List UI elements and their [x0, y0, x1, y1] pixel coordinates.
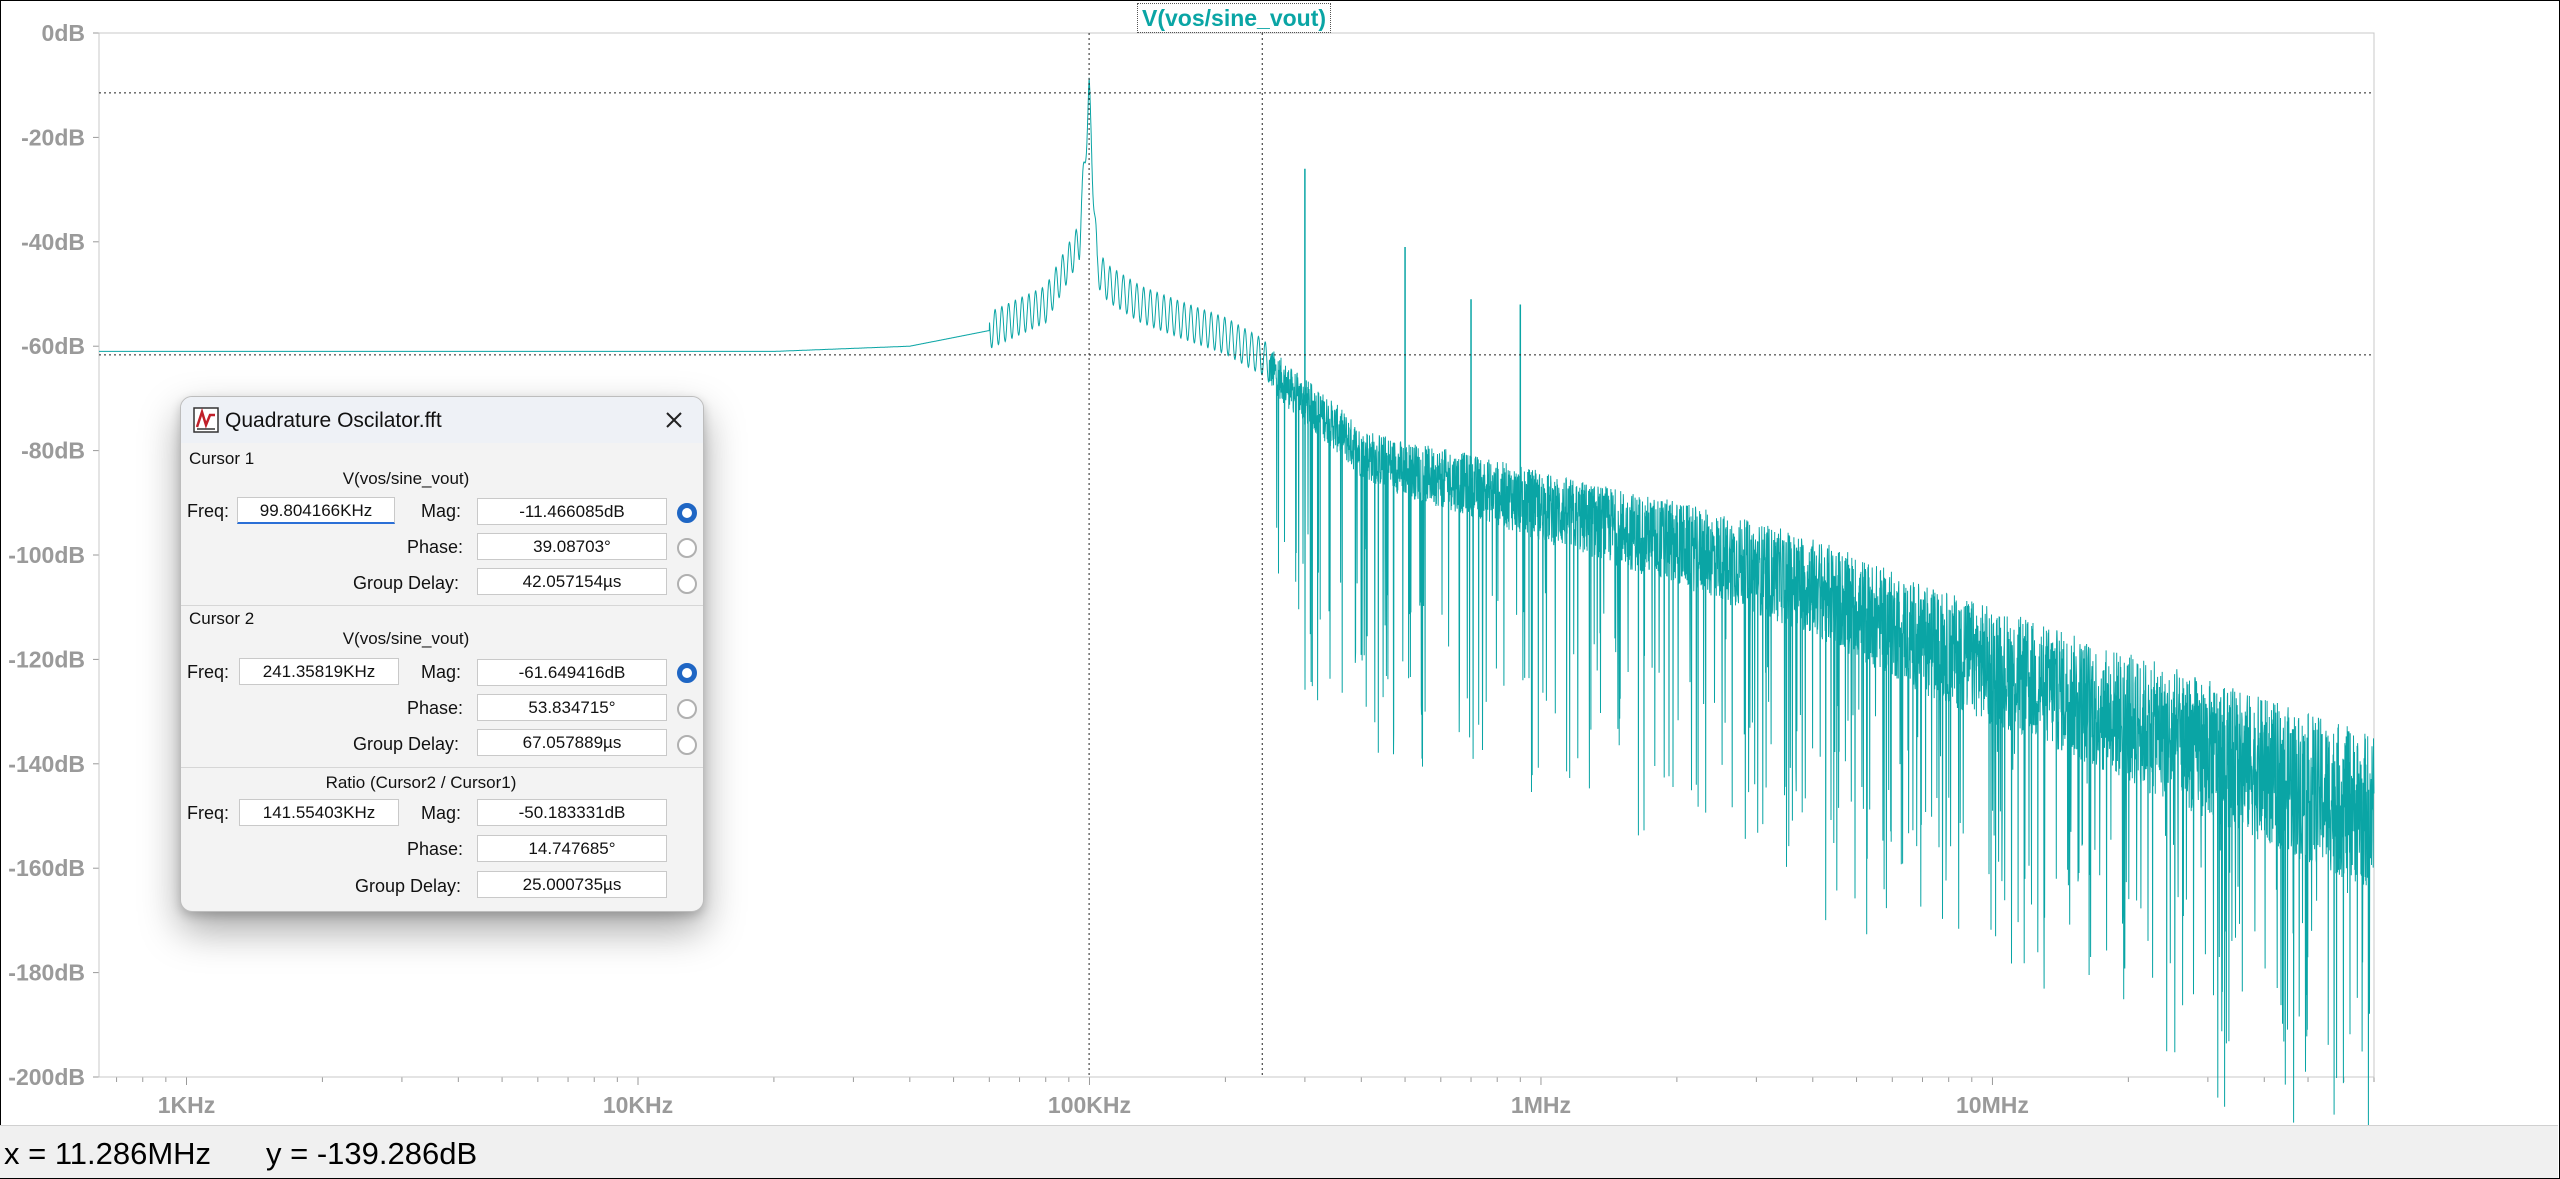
section-divider	[181, 767, 703, 768]
cursor2-mag-field[interactable]: -61.649416dB	[477, 659, 667, 686]
cursor2-phase-field[interactable]: 53.834715°	[477, 694, 667, 721]
cursor2-mag-radio[interactable]	[677, 663, 697, 683]
y-tick-label: -140dB	[8, 751, 85, 777]
trace-series	[99, 77, 2375, 1125]
cursor1-freq-field[interactable]: 99.804166KHz	[237, 497, 395, 524]
cursor1-mag-field[interactable]: -11.466085dB	[477, 498, 667, 525]
status-y-readout: y = -139.286dB	[266, 1136, 478, 1171]
x-axis: 1KHz 10KHz 100KHz 1MHz 10MHz	[116, 1077, 2375, 1118]
x-tick-label: 1MHz	[1511, 1092, 1571, 1118]
y-tick-label: -80dB	[21, 438, 85, 464]
trace-line	[99, 77, 2375, 1125]
ratio-group-delay-label: Group Delay:	[355, 876, 462, 896]
y-tick-label: -120dB	[8, 646, 85, 672]
close-icon[interactable]	[655, 401, 693, 439]
y-tick-label: -200dB	[8, 1064, 85, 1090]
ltspice-app-icon	[193, 407, 219, 433]
y-tick-label: 0dB	[42, 20, 85, 46]
trace-label[interactable]: V(vos/sine_vout)	[1137, 3, 1332, 33]
ratio-group-delay-field[interactable]: 25.000735µs	[477, 871, 667, 898]
y-tick-label: -160dB	[8, 855, 85, 881]
y-tick-label: -40dB	[21, 229, 85, 255]
x-tick-label: 10KHz	[603, 1092, 673, 1118]
cursor1-freq-label: Freq:	[187, 501, 230, 521]
x-tick-label: 10MHz	[1956, 1092, 2029, 1118]
y-tick-label: -60dB	[21, 333, 85, 359]
cursor1-trace-name: V(vos/sine_vout)	[342, 469, 470, 488]
cursor-lines[interactable]	[99, 33, 2374, 1077]
y-axis: 0dB -20dB -40dB -60dB -80dB -100dB -120dB -140d…	[8, 20, 99, 1090]
cursor1-section-label: Cursor 1	[189, 449, 255, 468]
cursor1-group-delay-radio[interactable]	[677, 574, 697, 594]
cursor2-phase-radio[interactable]	[677, 699, 697, 719]
y-tick-label: -180dB	[8, 960, 85, 986]
cursor2-section-label: Cursor 2	[189, 609, 255, 628]
plot-area-border	[98, 32, 2375, 1078]
cursor2-freq-label: Freq:	[187, 662, 230, 682]
section-divider	[181, 605, 703, 606]
ratio-section-label: Ratio (Cursor2 / Cursor1)	[325, 773, 517, 792]
cursor2-trace-name: V(vos/sine_vout)	[342, 629, 470, 648]
cursor2-freq-field[interactable]: 241.35819KHz	[239, 658, 399, 685]
cursor1-group-delay-label: Group Delay:	[353, 573, 460, 593]
cursor1-phase-label: Phase:	[407, 537, 464, 557]
x-tick-label: 100KHz	[1048, 1092, 1131, 1118]
cursor2-group-delay-label: Group Delay:	[353, 734, 460, 754]
cursor1-mag-radio[interactable]	[677, 503, 697, 523]
cursor-dialog[interactable]: Quadrature Oscilator.fft Cursor 1 V(vos/…	[180, 396, 704, 912]
ratio-phase-label: Phase:	[407, 839, 464, 859]
y-tick-label: -20dB	[21, 124, 85, 150]
status-bar: x = 11.286MHz y = -139.286dB	[0, 1125, 2558, 1178]
cursor2-mag-label: Mag:	[421, 662, 462, 682]
cursor1-mag-label: Mag:	[421, 501, 462, 521]
cursor2-phase-label: Phase:	[407, 698, 464, 718]
ratio-freq-label: Freq:	[187, 803, 230, 823]
ratio-freq-field[interactable]: 141.55403KHz	[239, 799, 399, 826]
y-tick-label: -100dB	[8, 542, 85, 568]
cursor1-phase-radio[interactable]	[677, 538, 697, 558]
cursor1-group-delay-field[interactable]: 42.057154µs	[477, 568, 667, 595]
fft-plot[interactable]: 0dB -20dB -40dB -60dB -80dB -100dB -120dB -140d…	[0, 0, 2560, 1125]
ratio-mag-label: Mag:	[421, 803, 462, 823]
ratio-mag-field[interactable]: -50.183331dB	[477, 799, 667, 826]
cursor2-group-delay-field[interactable]: 67.057889µs	[477, 729, 667, 756]
dialog-title: Quadrature Oscilator.fft	[225, 409, 442, 432]
cursor2-group-delay-radio[interactable]	[677, 735, 697, 755]
ratio-phase-field[interactable]: 14.747685°	[477, 835, 667, 862]
x-tick-label: 1KHz	[158, 1092, 216, 1118]
status-x-readout: x = 11.286MHz	[4, 1136, 212, 1171]
cursor1-phase-field[interactable]: 39.08703°	[477, 533, 667, 560]
dialog-titlebar[interactable]: Quadrature Oscilator.fft	[181, 397, 703, 443]
